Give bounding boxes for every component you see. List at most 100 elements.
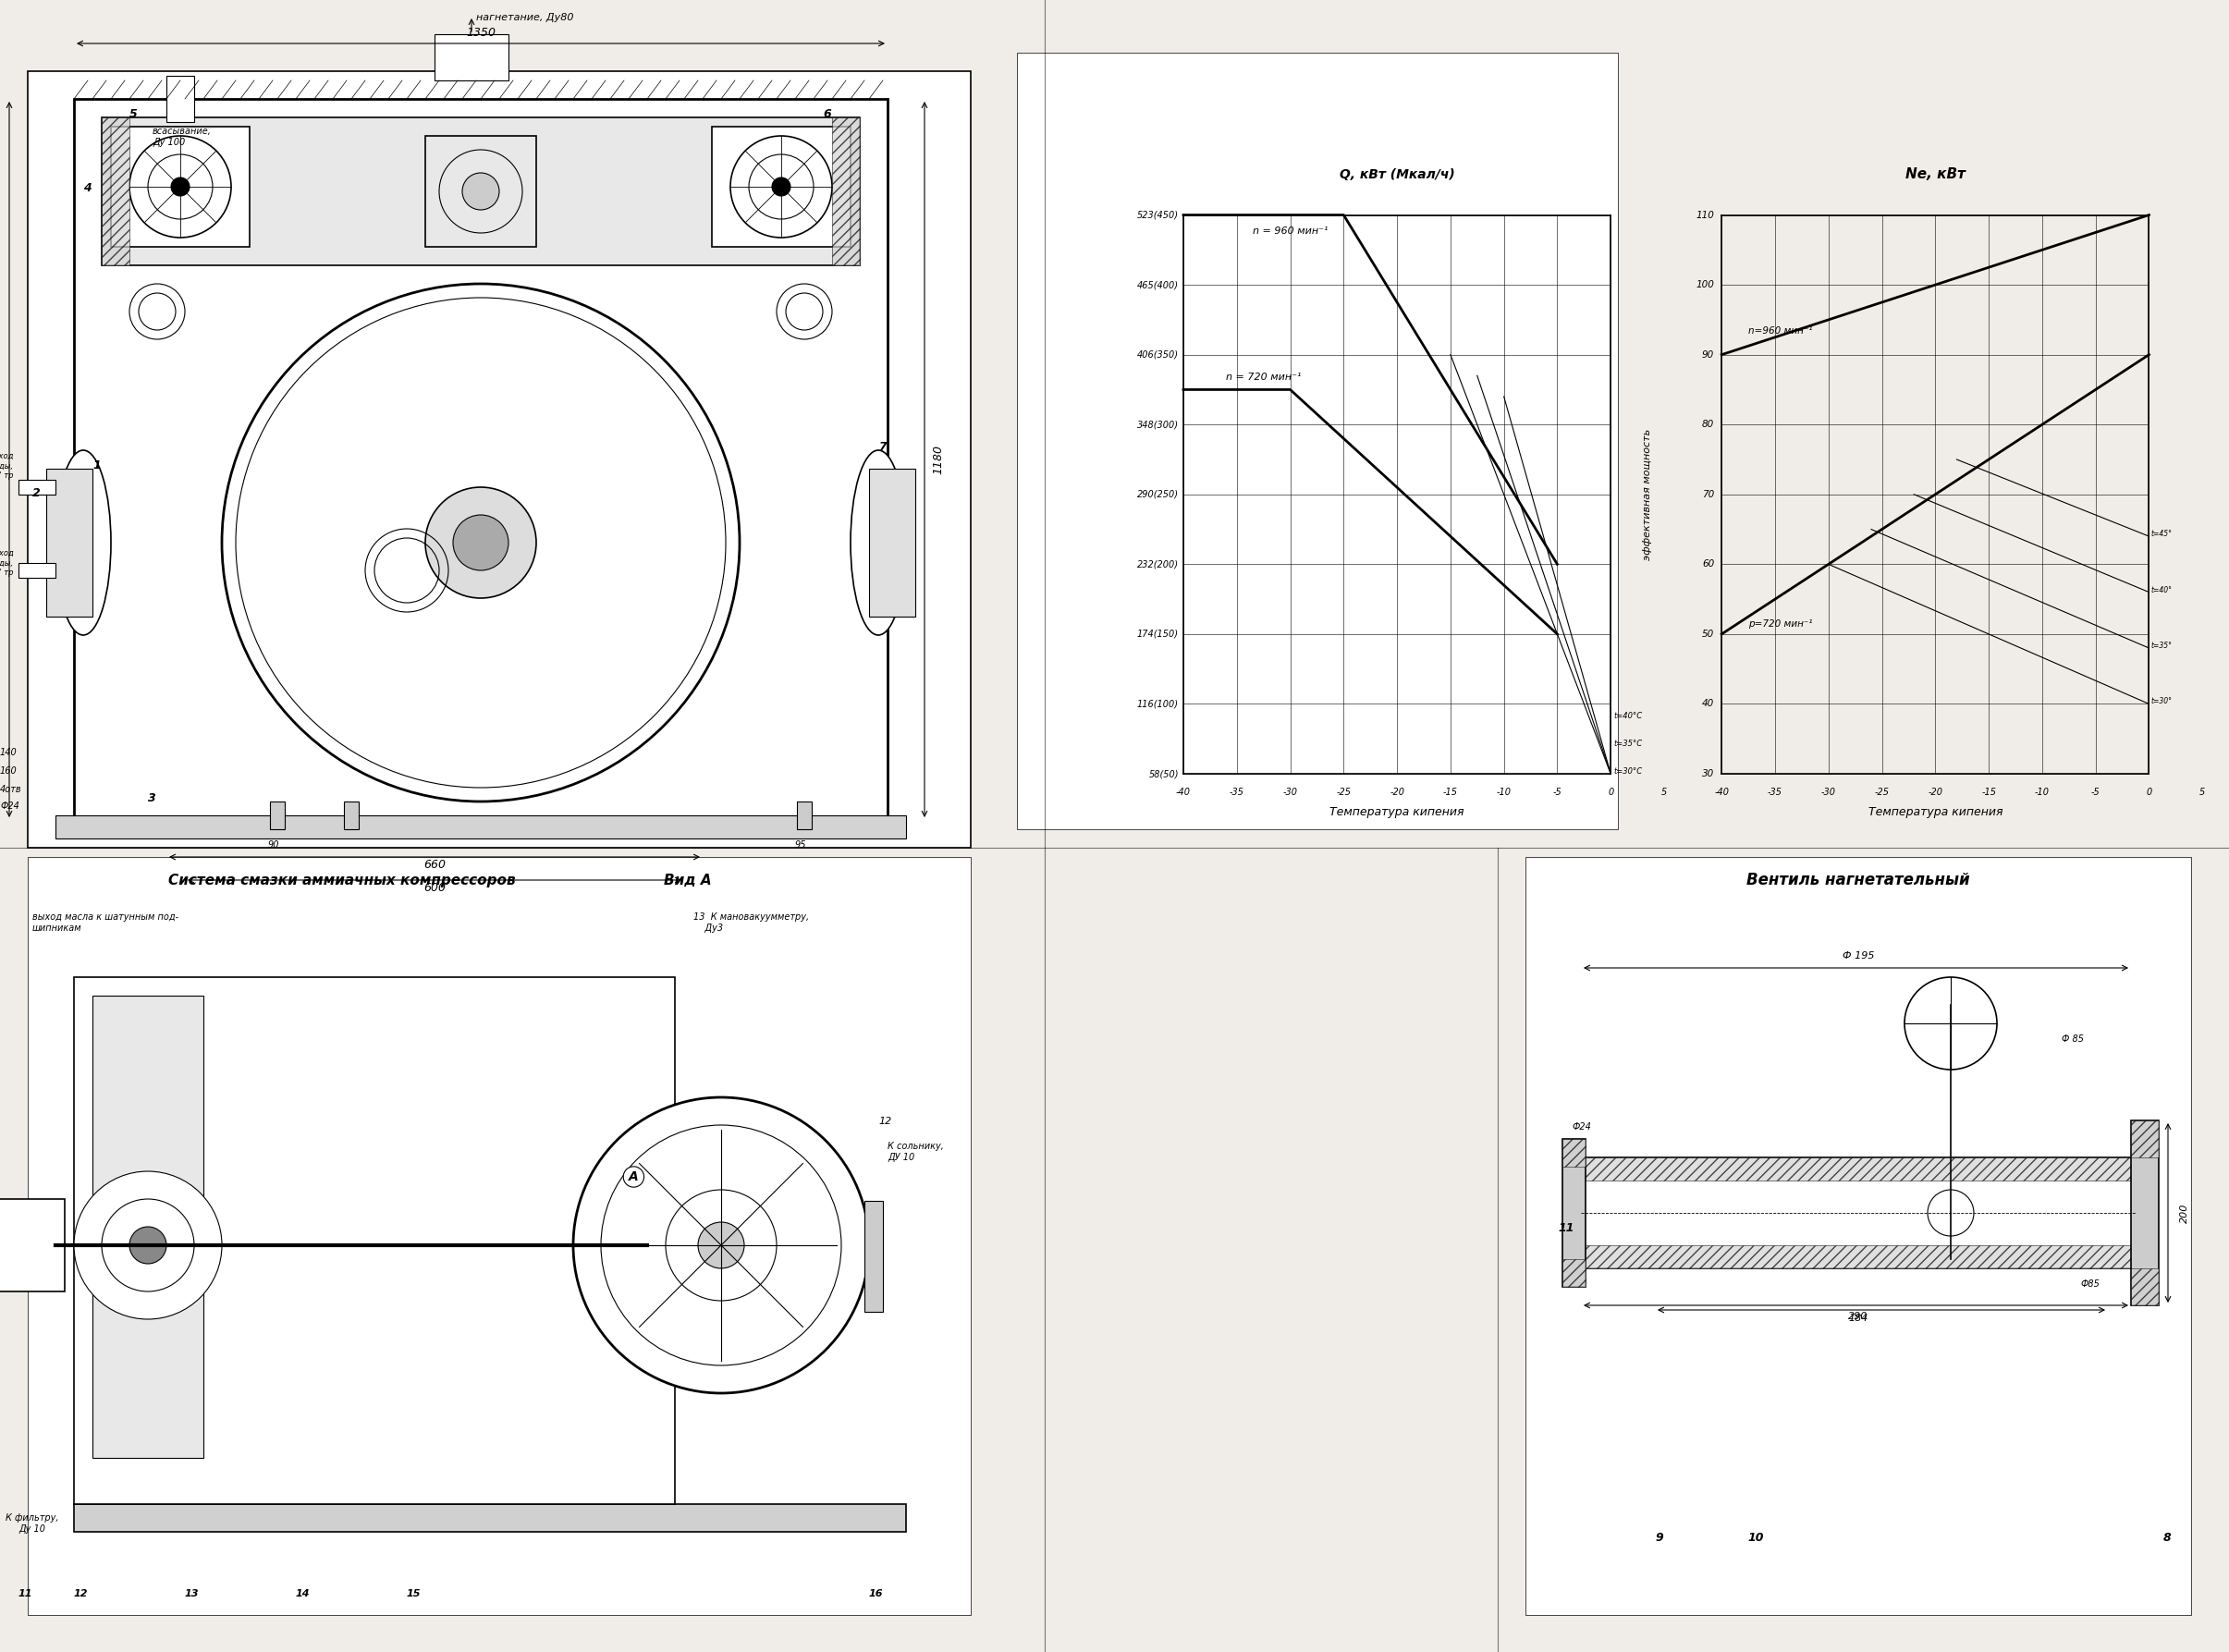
Text: n = 960 мин⁻¹: n = 960 мин⁻¹ <box>1253 226 1328 235</box>
Bar <box>426 135 537 246</box>
Text: -30: -30 <box>1821 788 1837 796</box>
Bar <box>711 127 851 246</box>
Text: 50: 50 <box>1703 629 1714 639</box>
Circle shape <box>461 173 499 210</box>
Bar <box>2131 1120 2158 1158</box>
Text: 465(400): 465(400) <box>1137 281 1179 289</box>
Bar <box>1016 53 1618 829</box>
Bar <box>27 71 972 847</box>
Text: 60: 60 <box>1703 560 1714 568</box>
Text: -20: -20 <box>1389 788 1404 796</box>
Text: t=35°: t=35° <box>2151 641 2171 649</box>
Circle shape <box>452 515 508 570</box>
Circle shape <box>129 1227 167 1264</box>
Bar <box>865 1201 883 1312</box>
Text: 30: 30 <box>1703 770 1714 778</box>
Bar <box>2131 1120 2158 1305</box>
Text: 140: 140 <box>0 748 18 757</box>
Circle shape <box>74 1171 223 1320</box>
Text: 9: 9 <box>1654 1531 1663 1545</box>
Bar <box>18 479 56 494</box>
Text: -10: -10 <box>2035 788 2048 796</box>
Text: 660: 660 <box>424 859 446 871</box>
Text: 160: 160 <box>0 767 18 776</box>
Bar <box>869 469 916 616</box>
Text: 13  К мановакуумметру,
    Ду3: 13 К мановакуумметру, Ду3 <box>693 914 809 933</box>
Text: всасывание,
Ду 100: всасывание, Ду 100 <box>152 127 212 147</box>
Bar <box>74 976 675 1503</box>
Text: 11: 11 <box>18 1589 33 1599</box>
Bar <box>798 801 811 829</box>
Text: -40: -40 <box>1177 788 1190 796</box>
Text: выход
воды,
12" тр: выход воды, 12" тр <box>0 453 13 479</box>
Text: -15: -15 <box>1442 788 1458 796</box>
Text: t=40°C: t=40°C <box>1614 712 1643 720</box>
Text: 523(450): 523(450) <box>1137 210 1179 220</box>
Circle shape <box>771 177 791 197</box>
Text: -5: -5 <box>1554 788 1563 796</box>
Text: 15: 15 <box>406 1589 421 1599</box>
Text: 1: 1 <box>91 459 100 471</box>
Text: Система смазки аммиачных компрессоров: Система смазки аммиачных компрессоров <box>169 874 515 887</box>
Text: 12: 12 <box>878 1117 892 1127</box>
Bar <box>74 99 887 819</box>
Text: -20: -20 <box>1928 788 1944 796</box>
Circle shape <box>573 1097 869 1393</box>
Text: 1350: 1350 <box>466 26 495 40</box>
Bar <box>103 117 860 266</box>
Text: 7: 7 <box>878 441 887 453</box>
Text: Температура кипения: Температура кипения <box>1331 806 1464 818</box>
Text: 6: 6 <box>823 107 831 121</box>
Text: 90: 90 <box>1703 350 1714 358</box>
Bar <box>18 563 56 578</box>
Bar <box>1525 857 2191 1616</box>
Circle shape <box>223 284 740 801</box>
Text: Вид А: Вид А <box>664 874 711 887</box>
Bar <box>1580 1158 2135 1181</box>
Text: 12: 12 <box>74 1589 89 1599</box>
Text: 100: 100 <box>1696 281 1714 289</box>
Text: t=35°C: t=35°C <box>1614 740 1643 748</box>
Text: -10: -10 <box>1496 788 1511 796</box>
Text: 5: 5 <box>129 107 138 121</box>
Bar <box>103 117 129 266</box>
Bar <box>270 801 285 829</box>
Bar <box>1580 1246 2135 1269</box>
Bar <box>47 469 91 616</box>
Bar <box>56 816 905 839</box>
Text: -25: -25 <box>1875 788 1890 796</box>
Text: 58(50): 58(50) <box>1148 770 1179 778</box>
Text: эффективная мощность: эффективная мощность <box>1643 428 1652 560</box>
Text: 40: 40 <box>1703 699 1714 709</box>
Text: 290: 290 <box>1848 1312 1868 1322</box>
Text: 1180: 1180 <box>932 444 943 474</box>
Text: 8: 8 <box>2164 1531 2171 1545</box>
Text: -30: -30 <box>1284 788 1297 796</box>
Bar <box>111 127 250 246</box>
Text: 70: 70 <box>1703 489 1714 499</box>
Bar <box>167 76 194 122</box>
Text: 290(250): 290(250) <box>1137 489 1179 499</box>
Text: -35: -35 <box>1768 788 1783 796</box>
Text: 0: 0 <box>1607 788 1614 796</box>
Text: Ne, кВт: Ne, кВт <box>1906 167 1966 180</box>
Bar <box>1580 1158 2135 1269</box>
Bar <box>831 117 860 266</box>
Bar <box>27 857 972 1616</box>
Text: вход
воды,
12" тр: вход воды, 12" тр <box>0 550 13 577</box>
Text: 2: 2 <box>33 487 40 499</box>
Text: Ф24: Ф24 <box>1571 1122 1592 1132</box>
Text: 14: 14 <box>296 1589 310 1599</box>
Text: 200: 200 <box>2180 1203 2189 1222</box>
Ellipse shape <box>56 451 111 634</box>
Text: Температура кипения: Температура кипения <box>1868 806 2002 818</box>
Bar <box>74 1503 905 1531</box>
Bar <box>0 1199 65 1292</box>
Bar <box>343 801 359 829</box>
Text: 3: 3 <box>147 793 156 805</box>
Text: -15: -15 <box>1982 788 1997 796</box>
Ellipse shape <box>851 451 905 634</box>
Text: -40: -40 <box>1714 788 1730 796</box>
Text: 10: 10 <box>1748 1531 1763 1545</box>
Text: Ф85: Ф85 <box>2080 1279 2100 1289</box>
